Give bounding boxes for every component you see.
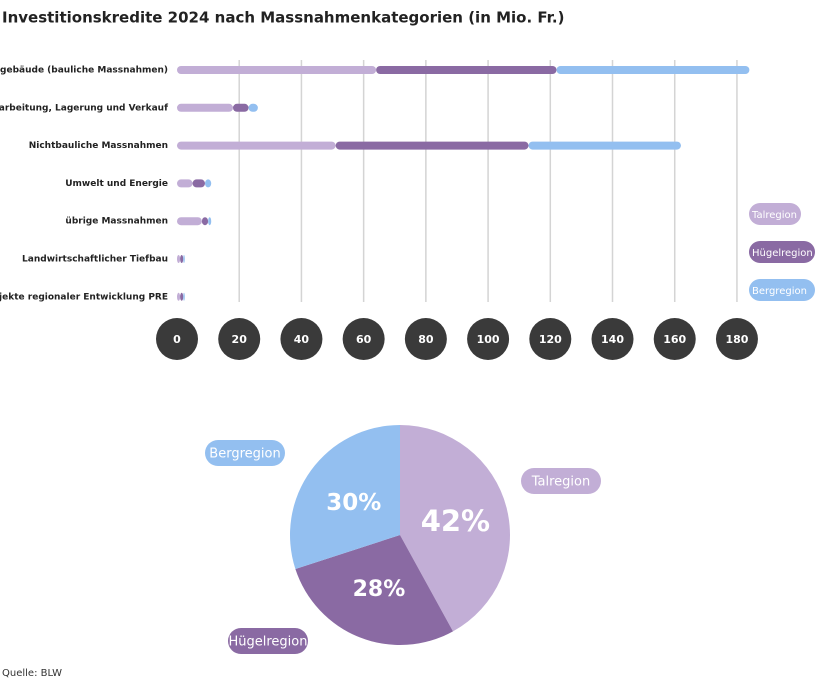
x-tick-label: 120	[539, 333, 562, 346]
legend-label: Hügelregion	[229, 635, 308, 650]
y-tick-label: Projekte regionaler Entwicklung PRE	[0, 292, 168, 302]
x-tick-label: 40	[294, 333, 310, 346]
page-title: Investitionskredite 2024 nach Massnahmen…	[2, 9, 565, 27]
x-tick-label: 100	[477, 333, 500, 346]
bar-segment	[180, 292, 184, 301]
y-tick-label: übrige Massnahmen	[65, 217, 168, 227]
bar-segment	[180, 255, 184, 263]
slice-label: 30%	[326, 490, 381, 516]
x-tick-label: 0	[173, 333, 181, 346]
legend-pill	[228, 628, 308, 654]
bar-segment	[335, 141, 529, 150]
tick-badge	[467, 318, 510, 360]
bar-segment	[232, 103, 249, 112]
bar-segment	[528, 141, 681, 150]
x-tick-label: 60	[356, 333, 372, 346]
slice-label: 42%	[421, 504, 490, 538]
legend-label: Bergregion	[209, 447, 280, 462]
bar-segment	[177, 141, 336, 150]
x-tick-label: 160	[663, 333, 686, 346]
legend-pill	[205, 440, 285, 466]
y-tick-label: Landwirtschaftlicher Tiefbau	[22, 255, 168, 265]
bar-segment	[183, 255, 185, 263]
tick-badge	[342, 318, 385, 360]
tick-badge	[280, 318, 323, 360]
legend-pill	[521, 468, 601, 494]
x-tick-label: 80	[418, 333, 434, 346]
bar-segment	[208, 217, 212, 226]
y-tick-label: Ökonomiegebäude (bauliche Massnahmen)	[0, 65, 168, 76]
y-tick-label: Nichtbauliche Massnahmen	[29, 141, 168, 151]
legend-pill	[749, 203, 801, 225]
bar-segment	[376, 66, 557, 74]
tick-badge	[715, 318, 758, 360]
bar-segment	[177, 179, 193, 188]
bar-segment	[248, 103, 258, 112]
bar-segment	[183, 292, 185, 301]
legend-pill	[749, 241, 815, 263]
legend-label: Talregion	[531, 475, 590, 490]
tick-badge	[529, 318, 572, 360]
legend-label: Talregion	[751, 210, 797, 221]
pie-slice	[295, 535, 453, 645]
y-tick-label: Umwelt und Energie	[65, 179, 168, 189]
legend-label: Bergregion	[752, 286, 807, 297]
bar-segment	[177, 103, 233, 112]
bar-segment	[201, 217, 209, 226]
pie-slice	[400, 425, 510, 632]
legend-label: Hügelregion	[752, 248, 813, 259]
tick-badge	[653, 318, 696, 360]
x-tick-label: 180	[725, 333, 748, 346]
source: Quelle: BLW	[2, 668, 62, 679]
x-tick-label: 20	[232, 333, 248, 346]
legend-pill	[749, 279, 815, 301]
bar-segment	[556, 66, 750, 74]
slice-label: 28%	[353, 577, 406, 602]
bar-segment	[204, 179, 212, 188]
y-tick-label: Verarbeitung, Lagerung und Verkauf	[0, 103, 168, 113]
tick-badge	[218, 318, 261, 360]
tick-badge	[591, 318, 634, 360]
bar-segment	[177, 255, 181, 263]
bar-segment	[177, 292, 181, 301]
bar-segment	[177, 217, 202, 226]
bar-segment	[177, 66, 377, 74]
tick-badge	[156, 318, 198, 360]
bar-segment	[192, 179, 205, 188]
tick-badge	[404, 318, 447, 360]
pie-slice	[290, 425, 400, 569]
x-tick-label: 140	[601, 333, 624, 346]
